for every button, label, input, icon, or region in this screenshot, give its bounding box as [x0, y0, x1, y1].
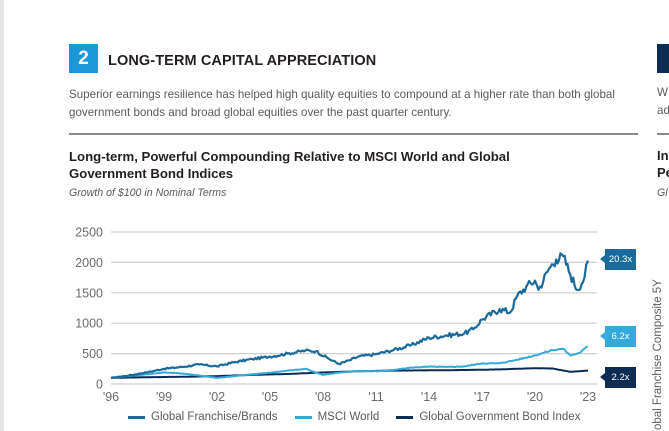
legend-item-franchise: Global Franchise/Brands: [128, 411, 278, 423]
x-tick-label: '20: [527, 390, 543, 404]
legend-swatch-bond: [396, 415, 414, 419]
next-section-badge: [657, 44, 669, 73]
section-divider: [69, 133, 638, 135]
legend-label: Global Government Bond Index: [419, 411, 581, 423]
y-axis-ticks: 0 500 1000 1500 2000 2500: [75, 226, 103, 392]
end-label-bond: 2.2x: [600, 367, 636, 388]
section-description: Superior earnings resilience has helped …: [69, 88, 615, 119]
x-axis-ticks: '96 '99 '02 '05 '08 '11 '14 '17 '20 '23: [103, 390, 596, 404]
next-section-desc-fragment: ad: [657, 104, 669, 117]
legend-label: Global Franchise/Brands: [151, 411, 278, 423]
line-msci: [111, 345, 589, 379]
end-label-franchise: 20.3x: [600, 249, 636, 270]
y-tick-label: 2000: [75, 256, 103, 270]
legend-swatch-msci: [294, 415, 312, 419]
x-tick-label: '99: [156, 390, 172, 404]
end-label-msci: 6.2x: [600, 326, 636, 347]
next-chart-subtitle-fragment: Gl: [657, 187, 668, 199]
x-tick-label: '14: [421, 390, 437, 404]
line-franchise: [110, 252, 590, 379]
chart-subtitle: Growth of $100 in Nominal Terms: [69, 187, 227, 199]
page-edge: [0, 0, 4, 431]
legend-item-msci: MSCI World: [294, 411, 380, 423]
next-section-desc-fragment: W: [657, 86, 668, 99]
section-number-badge: 2: [69, 44, 98, 73]
series-lines: [110, 252, 590, 379]
y-tick-label: 1500: [75, 286, 103, 300]
chart-legend: Global Franchise/Brands MSCI World Globa…: [128, 411, 597, 423]
next-chart-axis-label: obal Franchise Composite 5Y: [652, 279, 664, 430]
y-tick-label: 500: [82, 347, 103, 361]
section-title: LONG-TERM CAPITAL APPRECIATION: [108, 53, 377, 69]
x-tick-label: '08: [315, 390, 331, 404]
y-tick-label: 1000: [75, 317, 103, 331]
next-chart-title-fragment: In: [657, 148, 669, 163]
y-tick-label: 2500: [75, 226, 103, 240]
x-tick-label: '05: [262, 390, 278, 404]
x-tick-label: '11: [368, 390, 383, 404]
x-tick-label: '02: [209, 390, 225, 404]
x-tick-label: '23: [580, 390, 596, 404]
x-tick-label: '17: [474, 390, 490, 404]
legend-label: MSCI World: [317, 411, 380, 423]
next-section-divider: [657, 133, 669, 135]
x-tick-label: '96: [103, 390, 119, 404]
next-chart-title-fragment: Pe: [657, 165, 669, 180]
legend-item-bond: Global Government Bond Index: [396, 411, 580, 423]
gridlines: [111, 231, 597, 385]
y-tick-label: 0: [96, 378, 103, 392]
legend-swatch-franchise: [128, 415, 145, 419]
chart-title: Long-term, Powerful Compounding Relative…: [69, 149, 510, 181]
